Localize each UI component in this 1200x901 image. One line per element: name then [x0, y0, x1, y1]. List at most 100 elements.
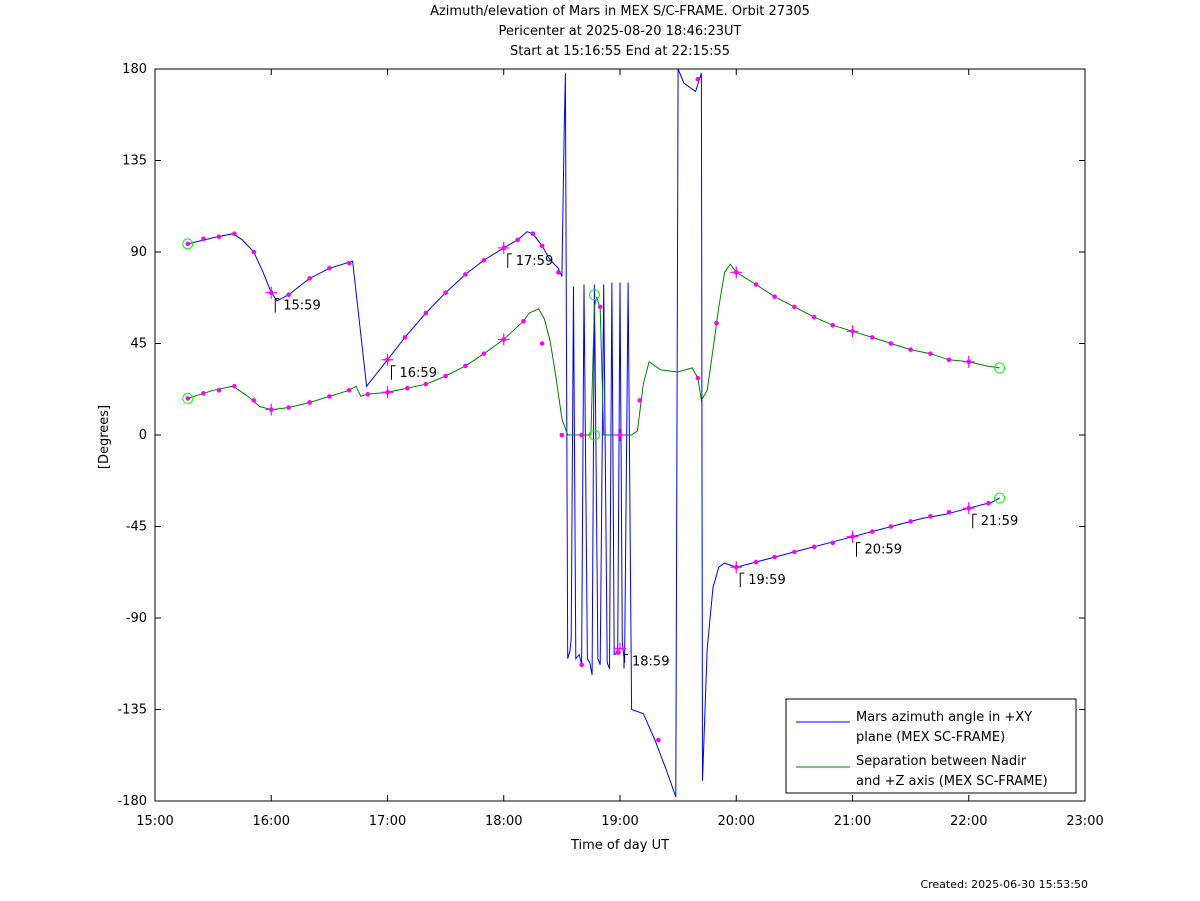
hour-plus-marker [265, 286, 278, 299]
data-point-marker [404, 385, 410, 391]
data-point-marker [481, 351, 487, 356]
x-tick-label: 17:00 [369, 814, 406, 829]
data-point-marker [908, 347, 913, 352]
data-point-marker [201, 391, 206, 396]
y-tick-label: 0 [139, 428, 147, 443]
data-point-marker [811, 544, 817, 550]
data-point-marker [185, 241, 191, 247]
x-axis-label: Time of day UT [570, 838, 669, 853]
data-point-marker [946, 357, 952, 363]
y-tick-label: -180 [117, 794, 147, 809]
data-point-marker [423, 310, 429, 316]
hour-label: 15:59 [283, 299, 320, 314]
hour-label-pointer [391, 365, 396, 380]
endpoint-circle-marker [588, 289, 600, 301]
data-point-marker [463, 272, 468, 277]
y-axis-label: [Degrees] [97, 405, 112, 469]
hour-plus-marker [497, 241, 510, 254]
x-tick-label: 22:00 [950, 814, 987, 829]
hour-label: 20:59 [865, 543, 902, 558]
legend-label-separation-line-1: Separation between Nadir [856, 754, 1027, 769]
data-point-marker [559, 432, 565, 438]
data-point-marker [986, 500, 991, 506]
data-point-marker [792, 304, 797, 310]
data-point-marker [695, 76, 701, 82]
data-point-marker [463, 363, 468, 369]
legend: Mars azimuth angle in +XY plane (MEX SC-… [785, 698, 1077, 794]
hour-plus-marker [265, 403, 278, 416]
endpoint-circle-marker [994, 492, 1006, 504]
x-tick-label: 15:00 [136, 814, 173, 829]
data-point-marker [579, 662, 584, 668]
chart-title-line-3: Start at 15:16:55 End at 22:15:55 [509, 44, 731, 59]
data-point-marker [232, 383, 237, 389]
data-point-marker [888, 341, 894, 346]
x-tick-label: 23:00 [1066, 814, 1103, 829]
hour-plus-marker [497, 333, 510, 346]
hour-label-pointer [856, 542, 861, 557]
x-tick-label: 20:00 [718, 814, 755, 829]
y-tick-label: 45 [130, 337, 147, 352]
data-point-marker [830, 540, 836, 546]
hour-label-pointer [739, 572, 745, 588]
azimuth-series-line [187, 68, 1000, 798]
data-point-marker [327, 265, 332, 271]
data-point-marker [637, 398, 643, 403]
chart-title-line-1: Azimuth/elevation of Mars in MEX S/C-FRA… [430, 4, 810, 19]
data-point-marker [695, 375, 701, 381]
created-timestamp: Created: 2025-06-30 15:53:50 [920, 878, 1088, 891]
data-point-marker [579, 432, 584, 438]
data-point-marker [521, 318, 526, 324]
data-point-marker [346, 387, 352, 393]
endpoint-circle-marker [182, 238, 194, 250]
x-tick-label: 16:00 [253, 814, 290, 829]
data-point-marker [443, 373, 448, 379]
data-point-marker [251, 398, 257, 403]
legend-box [785, 698, 1077, 794]
hour-plus-marker [381, 386, 394, 399]
y-tick-label: -45 [126, 520, 147, 535]
endpoint-circle-marker [182, 392, 194, 404]
data-point-marker [232, 231, 237, 236]
data-point-marker [556, 270, 561, 275]
hour-label-pointer [274, 298, 280, 313]
data-point-marker [753, 559, 759, 565]
data-point-marker [185, 396, 191, 401]
data-point-marker [307, 400, 312, 405]
x-tick-label: 18:00 [485, 814, 522, 829]
hour-plus-marker [962, 355, 975, 368]
endpoint-circle-marker [994, 362, 1006, 374]
data-point-marker [515, 237, 520, 243]
y-tick-label: 90 [130, 245, 147, 260]
data-point-marker [539, 243, 545, 249]
data-point-marker [443, 290, 448, 295]
hour-label-pointer [972, 513, 977, 529]
data-point-marker [251, 249, 257, 255]
chart-title-line-2: Pericenter at 2025-08-20 18:46:23UT [498, 24, 742, 39]
hour-plus-marker [614, 429, 626, 441]
data-point-marker [216, 234, 222, 240]
hour-plus-marker [846, 325, 859, 338]
hour-label: 16:59 [400, 366, 437, 381]
data-point-marker [307, 276, 312, 281]
data-point-marker [869, 335, 875, 340]
hour-plus-marker [846, 530, 859, 543]
y-tick-label: -90 [126, 611, 147, 626]
data-point-marker [346, 260, 352, 266]
data-point-marker [714, 320, 719, 326]
hour-plus-marker [381, 353, 394, 366]
data-point-marker [402, 335, 408, 340]
hour-label-pointer [507, 253, 512, 268]
hour-label: 19:59 [748, 573, 785, 588]
data-point-marker [928, 351, 933, 356]
data-point-marker [615, 650, 620, 655]
data-point-marker [327, 394, 332, 399]
data-point-marker [286, 292, 291, 298]
data-point-marker [423, 381, 429, 387]
hour-plus-marker [730, 266, 743, 279]
data-point-marker [928, 514, 933, 519]
hour-label: 18:59 [632, 655, 669, 670]
data-point-marker [792, 549, 797, 555]
data-point-marker [772, 294, 777, 300]
